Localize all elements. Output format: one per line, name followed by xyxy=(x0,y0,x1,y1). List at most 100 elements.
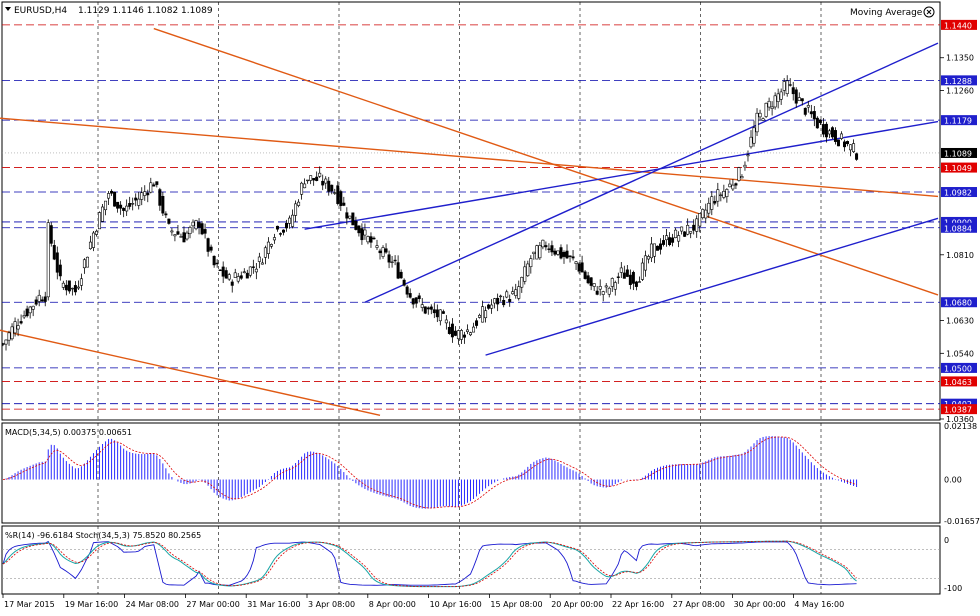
candle-body xyxy=(420,304,424,308)
candle-body xyxy=(788,84,792,86)
candle-body xyxy=(450,323,454,338)
candle-body xyxy=(366,236,370,243)
candle-body xyxy=(405,286,409,295)
trend-line xyxy=(485,217,939,356)
collapse-triangle-icon[interactable] xyxy=(5,7,11,11)
candle-body xyxy=(779,91,783,100)
candle-body xyxy=(722,190,726,198)
candle-body xyxy=(785,80,789,94)
price-tag-label: 1.0500 xyxy=(944,364,972,373)
candlesticks xyxy=(1,75,859,351)
candle-body xyxy=(158,189,162,206)
candle-body xyxy=(680,226,684,232)
candle-body xyxy=(79,278,83,286)
candle-body xyxy=(275,225,279,230)
candle-body xyxy=(619,267,623,273)
candle-body xyxy=(191,221,195,227)
candle-body xyxy=(37,294,41,302)
y-tick-label: 1.0360 xyxy=(946,415,974,424)
candle-body xyxy=(251,266,255,268)
candle-body xyxy=(179,236,183,238)
candle-body xyxy=(203,229,207,234)
candle-body xyxy=(737,167,741,181)
candle-body xyxy=(161,196,165,214)
candle-body xyxy=(731,184,735,190)
close-indicator-icon[interactable] xyxy=(923,6,935,18)
candle-body xyxy=(764,102,768,117)
candle-body xyxy=(58,264,62,277)
candle-body xyxy=(490,304,494,309)
candle-body xyxy=(689,231,693,234)
candle-body xyxy=(354,220,358,230)
candle-body xyxy=(734,183,738,186)
candle-body xyxy=(468,332,472,336)
candle-body xyxy=(387,254,391,263)
candle-body xyxy=(692,224,696,231)
candle-body xyxy=(613,282,617,290)
trend-line xyxy=(0,117,939,198)
candle-body xyxy=(40,299,44,302)
price-tag xyxy=(941,75,977,86)
price-tag-label: 1.0387 xyxy=(944,406,972,415)
candle-body xyxy=(649,243,653,259)
candle-body xyxy=(146,192,150,196)
candle-body xyxy=(236,276,240,282)
candle-body xyxy=(375,245,379,248)
candle-body xyxy=(31,305,35,310)
candle-body xyxy=(767,100,771,108)
candle-body xyxy=(526,263,530,277)
trend-line xyxy=(0,329,381,417)
candle-body xyxy=(683,231,687,237)
candle-body xyxy=(698,213,702,227)
price-tag xyxy=(941,362,977,373)
candle-body xyxy=(707,202,711,214)
candle-body xyxy=(674,229,678,238)
trend-channels[interactable] xyxy=(0,27,939,417)
candle-body xyxy=(616,276,620,278)
x-tick-label: 19 Mar 16:00 xyxy=(65,600,118,609)
candle-body xyxy=(634,281,638,287)
candle-body xyxy=(652,243,656,257)
candle-body xyxy=(782,81,786,91)
candle-body xyxy=(677,235,681,242)
y-tick-label: 1.1260 xyxy=(946,87,974,96)
macd-pane[interactable] xyxy=(1,422,941,524)
candle-body xyxy=(95,230,99,235)
candle-body xyxy=(272,237,276,241)
candle-body xyxy=(643,255,647,271)
candle-body xyxy=(212,255,216,266)
trend-line xyxy=(364,42,939,303)
current-price-label: 1.1089 xyxy=(944,149,972,158)
candle-body xyxy=(505,291,509,298)
price-tag-label: 1.0680 xyxy=(944,299,972,308)
close-x-icon[interactable] xyxy=(926,9,932,15)
x-tick-label: 31 Mar 16:00 xyxy=(247,600,300,609)
candle-body xyxy=(592,283,596,287)
candle-body xyxy=(408,293,412,298)
price-pane[interactable] xyxy=(1,1,941,421)
candle-body xyxy=(529,258,533,268)
candle-body xyxy=(517,286,521,299)
candle-body xyxy=(809,111,813,115)
oscillator-pane[interactable] xyxy=(1,525,941,595)
candle-body xyxy=(306,179,310,182)
candle-body xyxy=(830,127,834,138)
candle-body xyxy=(710,196,714,210)
chart-header: EURUSD,H4 1.1129 1.1146 1.1082 1.1089 xyxy=(5,6,213,16)
candle-body xyxy=(508,299,512,302)
candle-body xyxy=(589,277,593,286)
candle-body xyxy=(728,183,732,188)
x-tick-label: 27 Mar 00:00 xyxy=(186,600,239,609)
candle-body xyxy=(291,214,295,227)
candle-body xyxy=(233,272,237,278)
y-tick-label: 1.1350 xyxy=(946,54,974,63)
x-tick-label: 15 Apr 08:00 xyxy=(490,600,542,609)
candle-body xyxy=(803,107,807,115)
price-tag xyxy=(941,216,977,227)
candle-body xyxy=(631,272,635,284)
candle-body xyxy=(281,229,285,233)
candle-body xyxy=(113,191,117,207)
y-tick-label: 1.0630 xyxy=(946,316,974,325)
candle-body xyxy=(818,119,822,124)
